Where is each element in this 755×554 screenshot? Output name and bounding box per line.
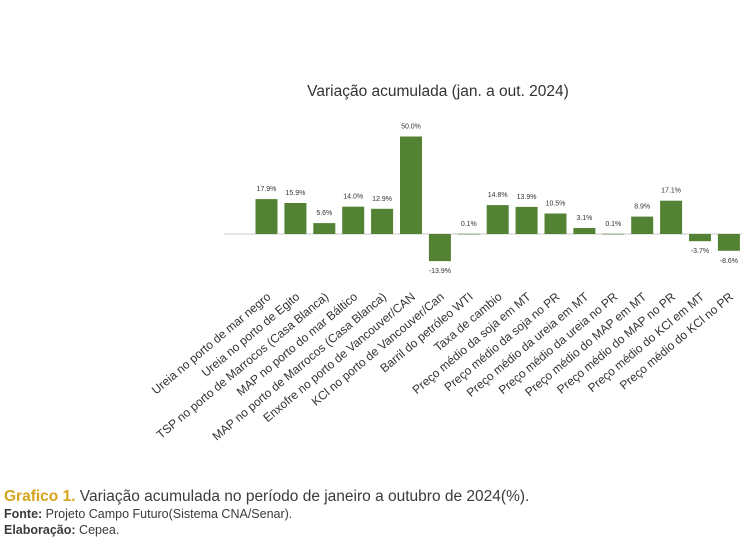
source-line: Fonte: Projeto Campo Futuro(Sistema CNA/… xyxy=(4,506,744,522)
caption-text: Variação acumulada no período de janeiro… xyxy=(75,488,530,505)
bar-value-label: 12.9% xyxy=(372,196,392,203)
bar-value-label: 0.1% xyxy=(461,221,477,228)
bar-value-label: 5.6% xyxy=(316,210,332,217)
caption-label: Grafico 1. xyxy=(4,488,76,505)
bar xyxy=(573,228,596,234)
bar xyxy=(342,206,365,234)
caption-line: Grafico 1. Variação acumulada no período… xyxy=(4,487,744,506)
bar xyxy=(717,234,740,251)
source-label: Fonte: xyxy=(4,507,43,521)
bar xyxy=(544,213,567,234)
bar xyxy=(284,203,307,234)
bar-value-label: -13.9% xyxy=(429,268,451,275)
bar xyxy=(255,199,278,234)
bar xyxy=(313,223,336,234)
bar xyxy=(400,136,422,234)
value-labels-group: 17.9% 15.9% 5.6% 14.0% 12.9% 50.0% -13.9% 0.1% 1… xyxy=(257,124,738,276)
bar-value-label: 13.9% xyxy=(517,194,537,201)
bar xyxy=(428,234,451,262)
bar-value-label: 14.8% xyxy=(488,192,508,199)
bar-value-label: 17.9% xyxy=(257,186,277,193)
bars-group xyxy=(255,136,740,262)
bar-value-label: 0.1% xyxy=(605,221,621,228)
figure-caption: Grafico 1. Variação acumulada no período… xyxy=(4,487,744,538)
bar-value-label: 17.1% xyxy=(661,188,681,195)
bar xyxy=(486,205,509,234)
bar xyxy=(631,216,654,234)
bar-value-label: 3.1% xyxy=(576,215,592,222)
bar xyxy=(660,200,683,234)
bar-value-label: 14.0% xyxy=(343,194,363,201)
bar xyxy=(602,233,625,235)
bar xyxy=(515,206,538,234)
bar xyxy=(457,233,480,235)
bar xyxy=(371,208,394,234)
bar-value-label: 50.0% xyxy=(401,124,421,131)
bar-value-label: -3.7% xyxy=(691,248,709,255)
chart-title: Variação acumulada (jan. a out. 2024) xyxy=(307,83,569,100)
elaboration-label: Elaboração: xyxy=(4,523,76,537)
bar-value-label: 10.5% xyxy=(546,201,566,208)
bar-value-label: -8.6% xyxy=(720,258,738,265)
bar-value-label: 15.9% xyxy=(285,190,305,197)
elaboration-line: Elaboração: Cepea. xyxy=(4,522,744,538)
bar xyxy=(689,234,711,242)
source-text: Projeto Campo Futuro(Sistema CNA/Senar). xyxy=(42,507,293,521)
elaboration-text: Cepea. xyxy=(75,523,120,537)
bar-chart: Variação acumulada (jan. a out. 2024) 17… xyxy=(149,83,742,443)
bar-value-label: 8.9% xyxy=(634,204,650,211)
